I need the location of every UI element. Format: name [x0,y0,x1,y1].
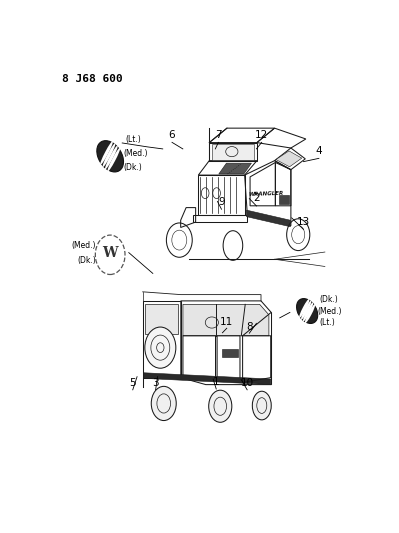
Ellipse shape [299,298,310,318]
Ellipse shape [105,146,118,169]
Ellipse shape [252,391,271,420]
Text: (Med.): (Med.) [71,241,96,250]
Text: 11: 11 [220,317,233,327]
Text: 6: 6 [169,130,175,140]
Text: (Med.): (Med.) [123,149,148,158]
Polygon shape [221,349,238,357]
Ellipse shape [303,302,313,321]
Polygon shape [144,373,271,385]
Text: 4: 4 [316,146,322,156]
Text: 8: 8 [246,321,253,332]
Ellipse shape [145,327,176,368]
Text: 5: 5 [129,378,136,388]
Text: (Dk.): (Dk.) [123,163,142,172]
Text: (Dk.): (Dk.) [320,295,338,304]
Ellipse shape [209,390,232,422]
Ellipse shape [151,386,176,421]
Text: (Lt.): (Lt.) [320,318,335,327]
Text: 7: 7 [215,130,222,140]
Polygon shape [247,210,290,227]
Ellipse shape [107,148,120,172]
Ellipse shape [100,141,113,165]
Text: (Lt.): (Lt.) [126,135,141,144]
Text: (Dk.): (Dk.) [77,256,96,265]
Circle shape [95,235,125,274]
Polygon shape [212,144,254,159]
Polygon shape [219,163,251,174]
Text: 3: 3 [152,378,159,388]
Text: 2: 2 [253,193,260,204]
Ellipse shape [301,301,312,320]
Text: 10: 10 [241,378,254,388]
Text: 13: 13 [297,217,310,227]
Polygon shape [279,195,289,204]
Text: 9: 9 [218,197,225,207]
Ellipse shape [97,141,124,172]
Text: 12: 12 [255,130,268,140]
Text: 8 J68 600: 8 J68 600 [62,74,123,84]
Text: 1: 1 [213,377,219,387]
Text: WRANGLER: WRANGLER [249,191,284,197]
Ellipse shape [103,143,115,167]
Polygon shape [145,304,178,334]
Text: (Med.): (Med.) [317,306,342,316]
Polygon shape [276,151,302,167]
Ellipse shape [305,304,315,324]
Ellipse shape [296,298,318,324]
Polygon shape [183,304,269,336]
Text: W: W [103,246,118,260]
